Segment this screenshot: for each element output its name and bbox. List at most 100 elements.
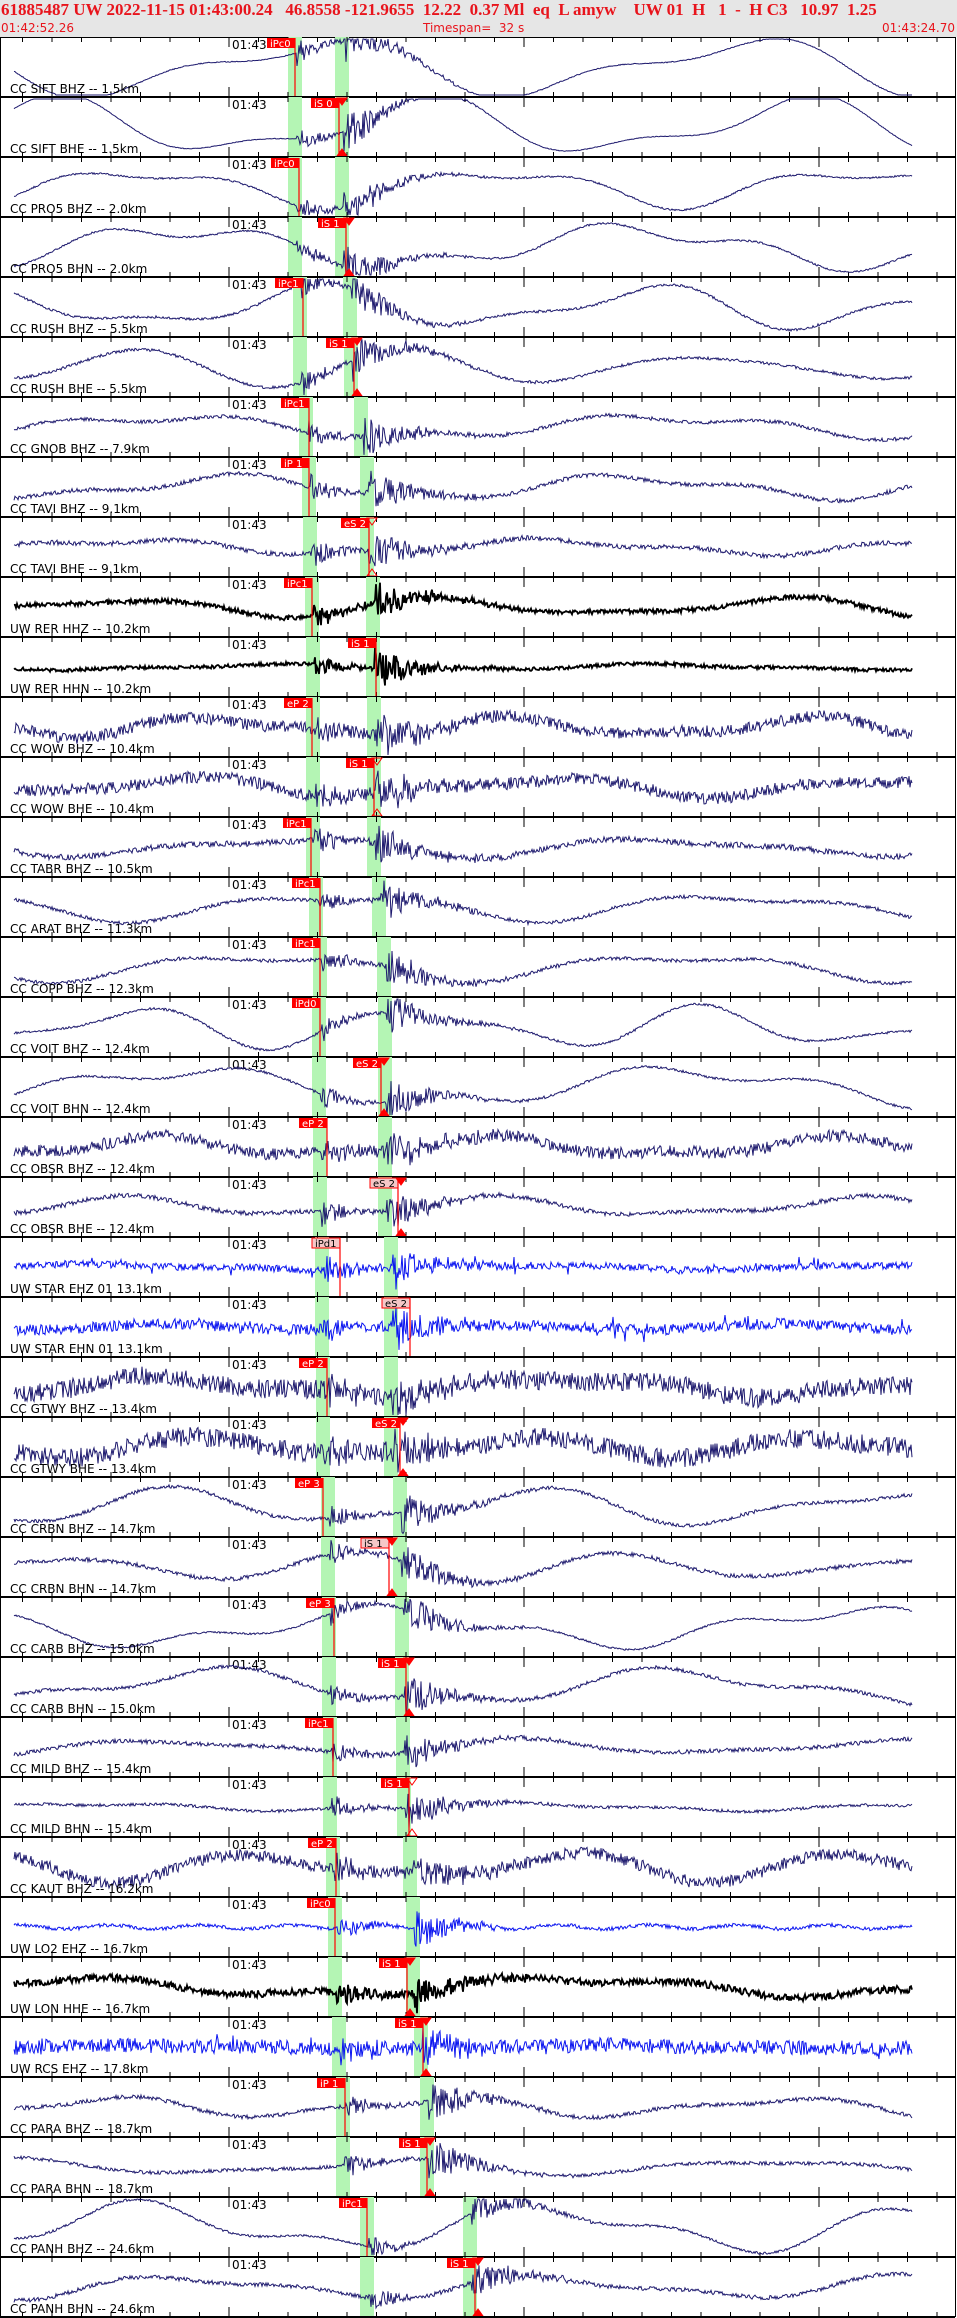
amplitude-marker-icon (386, 1537, 398, 1546)
pick-flag[interactable] (311, 98, 339, 108)
trace-row[interactable]: 01:43 eS 2 CC TAVI BHE -- 9.1km (0, 517, 955, 578)
pick-flag[interactable] (281, 458, 309, 468)
station-label: CC VOIT BHZ -- 12.4km (10, 1042, 150, 1056)
pick-flag[interactable] (292, 998, 320, 1008)
pick-flag[interactable] (295, 1478, 323, 1488)
trace-row[interactable]: 01:43 iS 1 CC CRBN BHN -- 14.7km (0, 1537, 955, 1598)
pick-flag[interactable] (284, 698, 312, 708)
pick-flag[interactable] (346, 758, 374, 768)
trace-row[interactable]: 01:43 iPc1 CC MILD BHZ -- 15.4km (0, 1717, 955, 1778)
trace-row[interactable]: 01:43 iS 1 UW LON HHE -- 16.7km (0, 1957, 955, 2018)
trace-row[interactable]: 01:43 iS 1 CC RUSH BHE -- 5.5km (0, 337, 955, 398)
waveform (13, 1127, 913, 1166)
seismogram-panel[interactable]: 01:43 iPc0 CC SIFT BHZ -- 1.5km 01:43 iS 0 CC… (0, 37, 957, 2318)
trace-row[interactable]: 01:43 eS 2 UW STAR EHN 01 13.1km (0, 1297, 955, 1358)
pick-flag[interactable] (299, 1118, 327, 1128)
pick-flag[interactable] (317, 2078, 345, 2088)
station-label: CC PRO5 BHN -- 2.0km (10, 262, 147, 276)
trace-row[interactable]: 01:43 iPc1 CC PANH BHZ -- 24.6km (0, 2197, 955, 2258)
trace-row[interactable]: 01:43 iS 1 UW RER HHN -- 10.2km (0, 637, 955, 698)
trace-row[interactable]: 01:43 eP 3 CC CARB BHZ -- 15.0km (0, 1597, 955, 1658)
s-window-band (384, 1357, 398, 1417)
trace-row[interactable]: 01:43 eP 2 CC WOW BHZ -- 10.4km (0, 697, 955, 758)
pick-flag[interactable] (292, 878, 320, 888)
station-label: CC OBSR BHZ -- 12.4km (10, 1162, 155, 1176)
minute-label: 01:43 (232, 1478, 267, 1492)
pick-flag[interactable] (271, 158, 299, 168)
trace-row[interactable]: 01:43 iPc0 UW LO2 EHZ -- 16.7km (0, 1897, 955, 1958)
pick-flag[interactable] (326, 338, 354, 348)
pick-label: eP 2 (302, 1359, 324, 1370)
trace-row[interactable]: 01:43 iS 1 CC PANH BHN -- 24.6km (0, 2257, 955, 2318)
pick-flag[interactable] (306, 1598, 334, 1608)
trace-row[interactable]: 01:43 iS 1 CC MILD BHN -- 15.4km (0, 1777, 955, 1838)
trace-row[interactable]: 01:43 iPc1 CC TABR BHZ -- 10.5km (0, 817, 955, 878)
pick-flag[interactable] (348, 638, 376, 648)
trace-row[interactable]: 01:43 iPc1 UW RER HHZ -- 10.2km (0, 577, 955, 638)
pick-flag[interactable] (305, 1718, 333, 1728)
trace-row[interactable]: 01:43 iPd0 CC VOIT BHZ -- 12.4km (0, 997, 955, 1058)
pick-flag[interactable] (267, 38, 295, 48)
pick-flag[interactable] (399, 2138, 427, 2148)
trace-row[interactable]: 01:43 eS 2 CC OBSR BHE -- 12.4km (0, 1177, 955, 1238)
pick-flag[interactable] (341, 518, 369, 528)
s-window-band (384, 1237, 398, 1297)
pick-flag[interactable] (307, 1898, 335, 1908)
trace-row[interactable]: 01:43 iPc1 CC GNOB BHZ -- 7.9km (0, 397, 955, 458)
pick-flag[interactable] (372, 1418, 400, 1428)
waveform-canvas[interactable]: 01:43 iPc0 CC SIFT BHZ -- 1.5km 01:43 iS 0 CC… (0, 37, 957, 2318)
trace-row[interactable]: 01:43 iPc0 CC SIFT BHZ -- 1.5km (0, 37, 955, 98)
trace-row[interactable]: 01:43 iS 1 CC PARA BHN -- 18.7km (0, 2137, 955, 2198)
pick-flag[interactable] (284, 578, 312, 588)
pick-flag[interactable] (318, 218, 346, 228)
trace-row[interactable]: 01:43 iPc1 CC COPP BHZ -- 12.3km (0, 937, 955, 998)
trace-row[interactable]: 01:43 iPd1 UW STAR EHZ 01 13.1km (0, 1237, 955, 1298)
trace-row[interactable]: 01:43 iPc1 CC ARAT BHZ -- 11.3km (0, 877, 955, 938)
trace-row[interactable]: 01:43 iS 1 CC CARB BHN -- 15.0km (0, 1657, 955, 1718)
pick-label: iS 0 (314, 99, 333, 110)
station-label: CC SIFT BHE -- 1.5km (10, 142, 138, 156)
trace-row[interactable]: 01:43 iPc1 CC RUSH BHZ -- 5.5km (0, 277, 955, 338)
pick-flag[interactable] (299, 1358, 327, 1368)
amplitude-marker-icon (424, 2137, 436, 2146)
minute-label: 01:43 (232, 218, 267, 232)
trace-row[interactable]: 01:43 iP 1 CC TAVI BHZ -- 9.1km (0, 457, 955, 518)
waveform (13, 277, 913, 333)
minute-label: 01:43 (232, 338, 267, 352)
waveform (13, 770, 913, 809)
trace-row[interactable]: 01:43 eS 2CC VOIT BHN -- 12.4km (0, 1057, 955, 1118)
p-window-band (288, 217, 302, 277)
trace-row[interactable]: 01:43 eS 2 CC GTWY BHE -- 13.4km (0, 1417, 955, 1478)
pick-label: iPc0 (270, 39, 291, 50)
trace-row[interactable]: 01:43 iP 1 CC PARA BHZ -- 18.7km (0, 2077, 955, 2138)
trace-row[interactable]: 01:43 iS 1 CC WOW BHE -- 10.4km (0, 757, 955, 818)
pick-flag[interactable] (379, 1958, 407, 1968)
pick-flag[interactable] (275, 278, 303, 288)
minute-label: 01:43 (232, 1238, 267, 1252)
pick-flag[interactable] (353, 1058, 381, 1068)
station-label: CC RUSH BHE -- 5.5km (10, 382, 147, 396)
pick-flag[interactable] (381, 1778, 409, 1788)
trace-row[interactable]: 01:43 eP 3 CC CRBN BHZ -- 14.7km (0, 1477, 955, 1538)
pick-label: iS 1 (398, 2019, 417, 2030)
trace-row[interactable]: 01:43 eP 2 CC GTWY BHZ -- 13.4km (0, 1357, 955, 1418)
trace-row[interactable]: 01:43 iS 1 UW RCS EHZ -- 17.8km (0, 2017, 955, 2078)
station-label: CC GTWY BHZ -- 13.4km (10, 1402, 157, 1416)
pick-flag[interactable] (378, 1658, 406, 1668)
pick-flag[interactable] (395, 2018, 423, 2028)
trace-row[interactable]: 01:43 iPc0 CC PRO5 BHZ -- 2.0km (0, 157, 955, 218)
minute-label: 01:43 (232, 1898, 267, 1912)
pick-flag[interactable] (447, 2258, 475, 2268)
pick-flag[interactable] (292, 938, 320, 948)
trace-row[interactable]: 01:43 eP 2 CC OBSR BHZ -- 12.4km (0, 1117, 955, 1178)
trace-row[interactable]: 01:43 iS 1 CC PRO5 BHN -- 2.0km (0, 217, 955, 278)
pick-label: eS 2 (344, 519, 366, 530)
pick-flag[interactable] (308, 1838, 336, 1848)
trace-row[interactable]: 01:43 iS 0 CC SIFT BHE -- 1.5km (0, 97, 955, 158)
pick-flag[interactable] (339, 2198, 367, 2208)
pick-flag[interactable] (283, 818, 311, 828)
waveform (13, 708, 913, 756)
pick-flag[interactable] (281, 398, 309, 408)
trace-row[interactable]: 01:43 eP 2 CC KAUT BHZ -- 16.2km (0, 1837, 955, 1898)
minute-label: 01:43 (232, 1598, 267, 1612)
